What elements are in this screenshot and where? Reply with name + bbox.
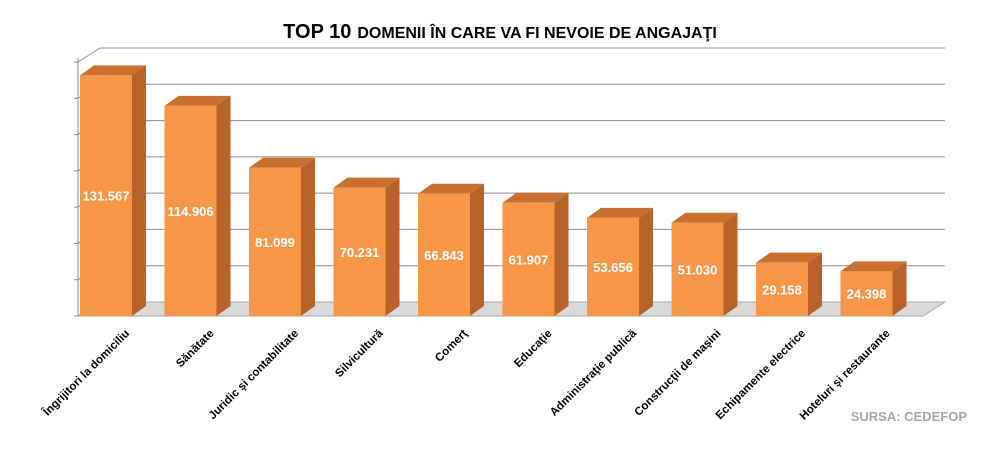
bar-side (301, 157, 315, 316)
bar-top (502, 192, 569, 203)
bar-top (333, 177, 400, 188)
category-label: Juridic şi contabilitate (207, 328, 301, 422)
gridlines (74, 47, 945, 317)
bar-side (216, 95, 231, 316)
category-label: Educaţie (512, 328, 554, 370)
bar-side (639, 207, 653, 316)
data-label: 66.843 (424, 248, 464, 263)
bar-top (756, 252, 822, 263)
bar-side (470, 183, 484, 316)
bar (587, 207, 653, 316)
bar-front (671, 222, 724, 316)
category-label: Construcţii de maşini (632, 328, 723, 419)
category-label: Silvicultură (333, 327, 386, 380)
category-label: Administraţie publică (548, 327, 640, 419)
bar-top (840, 261, 907, 272)
category-label: Echipamente electrice (714, 328, 808, 422)
category-label: Îngrijitori la domiciliu (40, 327, 132, 419)
bar (333, 177, 400, 316)
bar-front (80, 75, 132, 316)
chart-title: TOP 10 DOMENII ÎN CARE VA FI NEVOIE DE AN… (283, 21, 717, 43)
bar-front (164, 105, 217, 316)
category-label: Sănătate (174, 328, 216, 370)
bar-front (587, 217, 639, 316)
bar-side (723, 212, 738, 316)
bar-top (587, 207, 653, 218)
bar-front (756, 262, 808, 316)
bar-front (249, 167, 301, 316)
bar-side (554, 192, 569, 316)
title-rest: DOMENII ÎN CARE VA FI NEVOIE DE ANGAJAŢI (357, 23, 716, 42)
bar-side (808, 252, 822, 316)
source-note: SURSA: CEDEFOP (851, 409, 968, 424)
bar (756, 252, 822, 316)
data-label: 24.398 (847, 287, 887, 302)
bar (418, 183, 484, 316)
bar-top (671, 212, 738, 223)
bar-front (840, 271, 893, 316)
data-label: 114.906 (167, 204, 213, 219)
title-prefix: TOP 10 (283, 21, 351, 43)
bar-side (385, 177, 400, 316)
bar (164, 95, 231, 316)
bar (840, 261, 907, 316)
data-label: 51.030 (678, 262, 718, 277)
data-label: 29.158 (762, 282, 802, 297)
category-label: Comerţ (433, 328, 470, 365)
bar (502, 192, 569, 316)
bar (671, 212, 738, 316)
bar-front (502, 202, 555, 316)
bar (249, 157, 315, 316)
gridline-depth (77, 47, 101, 63)
bar-top (80, 65, 146, 76)
bar-side (892, 261, 907, 316)
data-label: 53.656 (593, 260, 633, 275)
data-label: 70.231 (340, 245, 380, 260)
bar-top (418, 183, 484, 194)
bars (80, 65, 907, 316)
bar-top (249, 157, 315, 168)
bar (80, 65, 146, 316)
bar-top (164, 95, 231, 106)
data-label: 61.907 (509, 252, 549, 267)
bar-front (418, 193, 470, 316)
data-label: 81.099 (255, 235, 295, 250)
bar-side (132, 65, 146, 316)
bar-front (333, 187, 386, 316)
data-label: 131.567 (83, 189, 130, 204)
